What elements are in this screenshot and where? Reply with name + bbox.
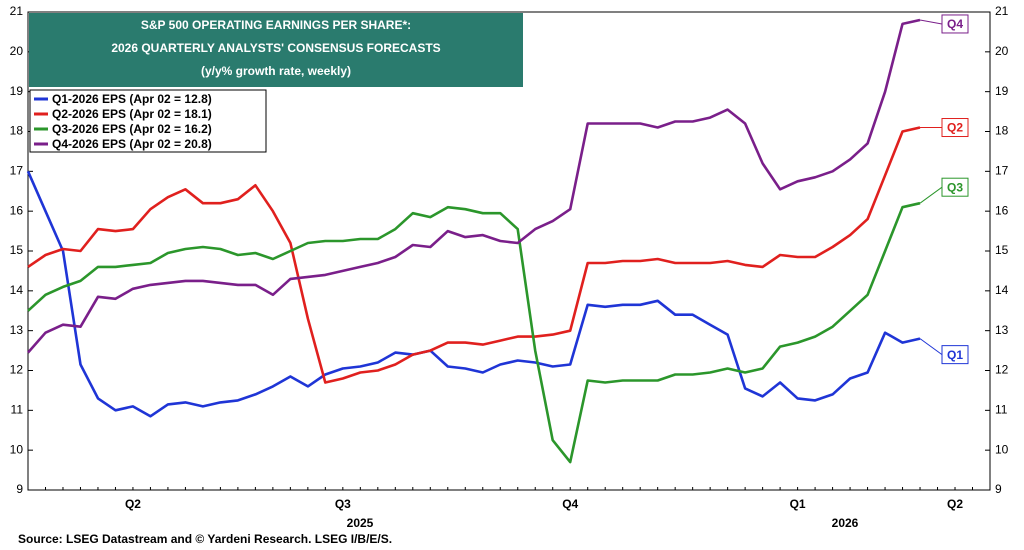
y2-tick-label: 21 [995,4,1009,18]
end-label: Q3 [947,180,963,194]
source-note: Source: LSEG Datastream and © Yardeni Re… [18,532,392,546]
chart-title: 2026 QUARTERLY ANALYSTS' CONSENSUS FOREC… [111,41,440,55]
y2-tick-label: 15 [995,243,1009,257]
y-tick-label: 20 [10,44,24,58]
y2-tick-label: 12 [995,363,1009,377]
y-tick-label: 16 [10,203,24,217]
y-tick-label: 9 [16,482,23,496]
end-label-box [941,345,969,365]
y-tick-label: 21 [10,4,24,18]
series-line [27,201,921,464]
y2-tick-label: 17 [995,164,1009,178]
end-label-connector [919,338,943,356]
chart-title: (y/y% growth rate, weekly) [201,64,351,78]
chart-title: S&P 500 OPERATING EARNINGS PER SHARE*: [141,18,411,32]
end-label-connector [919,186,943,204]
end-label: Q2 [947,121,963,135]
end-label-box [941,177,969,197]
series-line [27,18,921,354]
y-tick-label: 18 [10,124,24,138]
y-tick-label: 11 [11,403,24,417]
title-box [29,13,523,87]
y2-tick-label: 20 [995,44,1009,58]
legend-label: Q4-2026 EPS (Apr 02 = 20.8) [52,137,212,151]
y-tick-label: 15 [10,243,24,257]
y-tick-label: 14 [10,283,24,297]
y2-tick-label: 11 [995,403,1008,417]
y2-tick-label: 9 [995,482,1002,496]
y2-tick-label: 10 [995,442,1009,456]
end-label: Q1 [947,348,963,362]
y2-tick-label: 19 [995,84,1009,98]
x-tick-label: Q2 [947,497,963,511]
y-tick-label: 17 [10,164,24,178]
y-tick-label: 13 [10,323,24,337]
series-line [26,170,921,418]
end-label: Q4 [947,17,963,31]
legend-label: Q1-2026 EPS (Apr 02 = 12.8) [52,92,212,106]
y2-tick-label: 16 [995,203,1009,217]
legend-box [29,89,267,153]
y-tick-label: 12 [10,363,24,377]
series-line [27,126,921,384]
legend-label: Q3-2026 EPS (Apr 02 = 16.2) [52,122,212,136]
end-label-box [941,14,969,34]
y2-tick-label: 14 [995,283,1009,297]
x-tick-label: Q4 [562,497,578,511]
year-label: 2026 [832,516,859,530]
year-label: 2025 [347,516,374,530]
x-tick-label: Q2 [125,497,141,511]
y-tick-label: 19 [10,84,24,98]
x-tick-label: Q3 [335,497,351,511]
y-tick-label: 10 [10,442,24,456]
end-label-box [941,118,969,138]
legend-label: Q2-2026 EPS (Apr 02 = 18.1) [52,107,212,121]
x-tick-label: Q1 [790,497,806,511]
end-label-connector [919,19,943,25]
y2-tick-label: 18 [995,124,1009,138]
y2-tick-label: 13 [995,323,1009,337]
